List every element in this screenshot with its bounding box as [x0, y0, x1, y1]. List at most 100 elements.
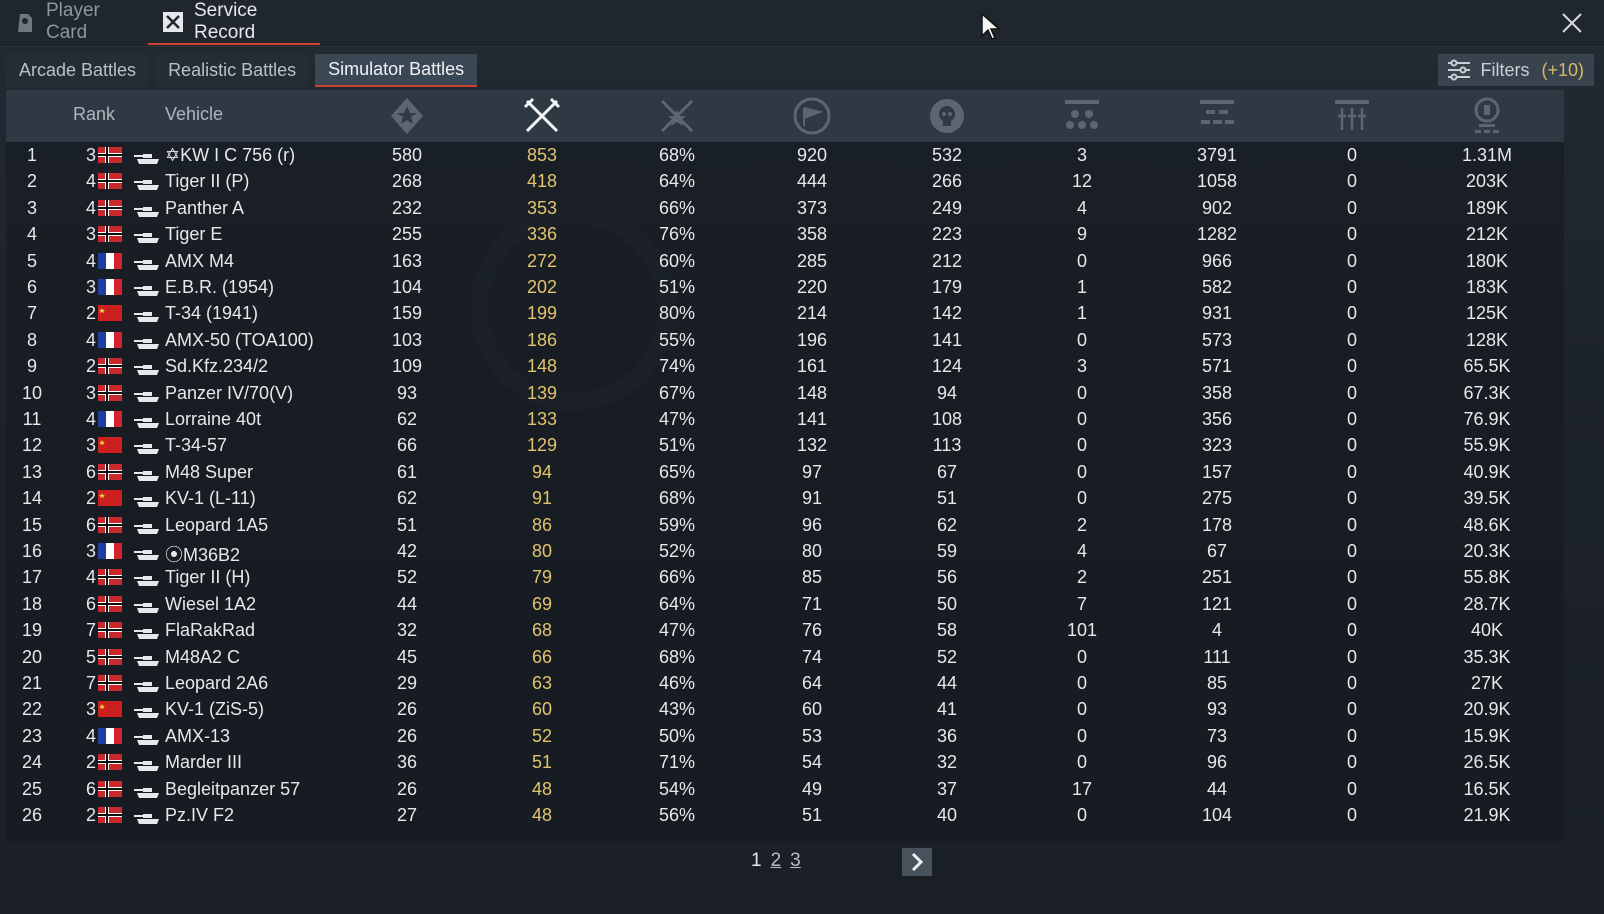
- victories-icon[interactable]: [387, 96, 427, 136]
- chevron-right-icon: [911, 852, 924, 872]
- stat-air-kills: 0: [1076, 805, 1087, 825]
- stat-experience: 180K: [1465, 250, 1509, 271]
- table-row[interactable]: 18 6 Wiesel 1A2 44 69 64% 71 50 7 121 0 28.7K: [6, 591, 1564, 617]
- table-row[interactable]: 5 4 AMX M4 163 272 60% 285 212 0 966 0 180K: [6, 248, 1564, 274]
- table-row[interactable]: 13 6 M48 Super 61 94 65% 97 67 0 157 0 40.9K: [6, 459, 1564, 485]
- experience-icon[interactable]: [1467, 96, 1507, 136]
- stat-victories: 36: [396, 752, 418, 773]
- stat-experience: 183K: [1465, 277, 1509, 297]
- stat-victories: 29: [396, 673, 418, 693]
- battles-icon[interactable]: [522, 96, 562, 136]
- row-index: 1: [26, 145, 37, 165]
- table-row[interactable]: 4 3 Tiger E 255 336 76% 358 223 9 1282 0 212K: [6, 221, 1564, 247]
- stat-experience: 189K: [1465, 197, 1509, 218]
- germany-flag-icon: [98, 147, 122, 163]
- stat-win-rate: 65%: [658, 461, 696, 482]
- stat-victories: 159: [391, 303, 423, 324]
- stat-deaths: 532: [931, 145, 963, 165]
- table-row[interactable]: 23 4 AMX-13 26 52 50% 53 36 0 73 0 15.9K: [6, 723, 1564, 749]
- ground-kills-icon[interactable]: [1197, 96, 1237, 136]
- table-row[interactable]: 9 2 Sd.Kfz.234/2 109 148 74% 161 124 3 571 0 65.5K: [6, 353, 1564, 379]
- stat-air-kills: 4: [1076, 541, 1087, 561]
- table-row[interactable]: 3 4 Panther A 232 353 66% 373 249 4 902 0 189K: [6, 195, 1564, 221]
- stat-respawns: 220: [796, 277, 828, 297]
- page-link-2[interactable]: 2: [770, 850, 782, 871]
- ussr-flag-icon: [98, 701, 122, 718]
- respawns-icon[interactable]: [792, 96, 832, 136]
- tab-service-record[interactable]: Service Record: [148, 0, 320, 45]
- row-index: 19: [21, 620, 43, 641]
- table-row[interactable]: 26 2 Pz.IV F2 27 48 56% 51 40 0 104 0 21.9K: [6, 802, 1564, 828]
- stat-respawns: 71: [801, 593, 823, 614]
- pagination: 1 2 3: [751, 850, 801, 872]
- table-row[interactable]: 6 3 E.B.R. (1954) 104 202 51% 220 179 1 582 0 183K: [6, 274, 1564, 300]
- table-row[interactable]: 14 2 KV-1 (L-11) 62 91 68% 91 51 0 275 0 39.5K: [6, 485, 1564, 511]
- table-row[interactable]: 10 3 Panzer IV/70(V) 93 139 67% 148 94 0 358 0 67.3…: [6, 380, 1564, 406]
- table-row[interactable]: 8 4 AMX-50 (TOA100) 103 186 55% 196 141 0 573 0 128…: [6, 327, 1564, 353]
- air-kills-icon[interactable]: [1062, 96, 1102, 136]
- table-row[interactable]: 25 6 Begleitpanzer 57 26 48 54% 49 37 17 44 0 16.5K: [6, 776, 1564, 802]
- vehicle-name: Sd.Kfz.234/2: [165, 356, 269, 377]
- next-page-button[interactable]: [902, 848, 932, 876]
- germany-flag-icon: [98, 780, 122, 797]
- table-row[interactable]: 24 2 Marder III 36 51 71% 54 32 0 96 0 26.5K: [6, 749, 1564, 775]
- france-flag-icon: [98, 411, 122, 427]
- table-row[interactable]: 20 5 M48A2 C 45 66 68% 74 52 0 111 0 35.3K: [6, 644, 1564, 670]
- table-row[interactable]: 1 3 ✡KW I C 756 (r) 580 853 68% 920 532 3 3791 0 1.…: [6, 142, 1564, 168]
- table-row[interactable]: 16 3 ⦿M36B2 42 80 52% 80 59 4 67 0 20.3K: [6, 538, 1564, 565]
- tank-icon: [134, 809, 160, 824]
- stat-respawns: 80: [801, 541, 823, 561]
- stat-victories: 268: [391, 171, 423, 192]
- germany-flag-icon: [98, 648, 122, 665]
- filters-button[interactable]: Filters (+10): [1438, 54, 1594, 86]
- table-row[interactable]: 17 4 Tiger II (H) 52 79 66% 85 56 2 251 0 55.8K: [6, 564, 1564, 590]
- stat-naval-kills: 0: [1346, 461, 1357, 482]
- stat-respawns: 74: [801, 646, 823, 667]
- stat-naval-kills: 0: [1346, 488, 1357, 509]
- row-index: 16: [21, 541, 43, 561]
- stat-deaths: 40: [936, 805, 958, 825]
- win-rate-icon[interactable]: [657, 96, 697, 136]
- mouse-cursor-icon: [980, 12, 1002, 42]
- tank-icon: [134, 519, 160, 534]
- vehicle-header[interactable]: Vehicle: [165, 104, 224, 124]
- germany-flag-icon: [98, 754, 122, 771]
- close-icon: [1562, 13, 1582, 33]
- close-button[interactable]: [1560, 11, 1584, 35]
- rank-header[interactable]: Rank: [73, 104, 116, 124]
- ussr-flag-icon: [98, 305, 122, 322]
- tab-simulator-battles[interactable]: Simulator Battles: [315, 54, 478, 87]
- tab-arcade-battles[interactable]: Arcade Battles: [6, 54, 150, 87]
- tab-realistic-battles[interactable]: Realistic Battles: [155, 54, 310, 87]
- stat-victories: 45: [396, 646, 418, 667]
- vehicle-name: Lorraine 40t: [165, 409, 262, 429]
- table-row[interactable]: 22 3 KV-1 (ZiS-5) 26 60 43% 60 41 0 93 0 20.9K: [6, 696, 1564, 722]
- battle-mode-tabs: Arcade Battles Realistic Battles Simulat…: [6, 54, 483, 87]
- deaths-icon[interactable]: [927, 96, 967, 136]
- stat-ground-kills: 358: [1201, 382, 1233, 403]
- tab-player-card[interactable]: Player Card: [14, 0, 134, 44]
- stat-deaths: 266: [931, 171, 963, 192]
- row-index: 14: [21, 488, 43, 509]
- stat-win-rate: 59%: [658, 514, 696, 535]
- table-row[interactable]: 2 4 Tiger II (P) 268 418 64% 444 266 12 1058 0 203K: [6, 168, 1564, 194]
- stat-naval-kills: 0: [1346, 250, 1357, 271]
- tank-icon: [134, 281, 160, 296]
- stat-battles: 91: [531, 488, 553, 509]
- stat-deaths: 113: [932, 435, 962, 456]
- table-row[interactable]: 7 2 T-34 (1941) 159 199 80% 214 142 1 931 0 125K: [6, 300, 1564, 326]
- ussr-flag-icon: [98, 490, 122, 507]
- table-row[interactable]: 19 7 FlaRakRad 32 68 47% 76 58 101 4 0 40K: [6, 617, 1564, 643]
- table-row[interactable]: 15 6 Leopard 1A5 51 86 59% 96 62 2 178 0 48.6K: [6, 512, 1564, 538]
- stat-respawns: 214: [796, 303, 828, 324]
- stat-ground-kills: 1282: [1196, 224, 1238, 245]
- table-row[interactable]: 21 7 Leopard 2A6 29 63 46% 64 44 0 85 0 27K: [6, 670, 1564, 696]
- stat-victories: 52: [396, 567, 418, 588]
- stat-battles: 199: [526, 303, 558, 324]
- table-row[interactable]: 11 4 Lorraine 40t 62 133 47% 141 108 0 356 0 76.9K: [6, 406, 1564, 432]
- table-row[interactable]: 12 3 T-34-57 66 129 51% 132 113 0 323 0 55.9K: [6, 432, 1564, 458]
- naval-kills-icon[interactable]: [1332, 96, 1372, 136]
- stat-ground-kills: 111: [1203, 646, 1231, 667]
- page-link-3[interactable]: 3: [790, 850, 801, 871]
